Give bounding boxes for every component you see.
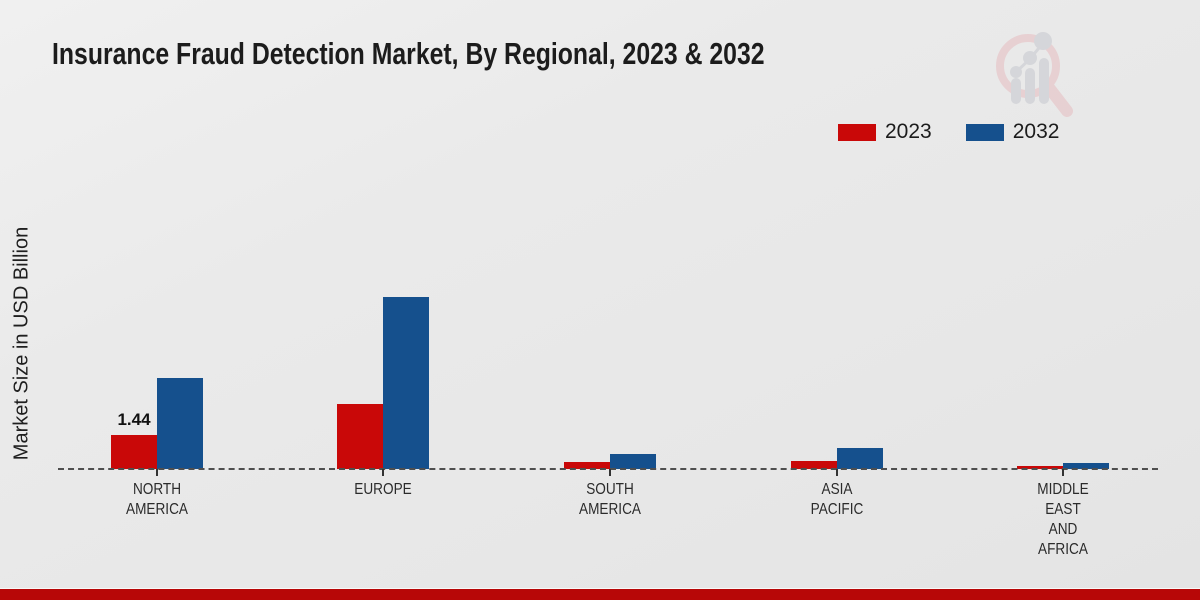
category-label-europe: EUROPE [354,481,412,498]
magnifier-logo-watermark [994,28,1082,133]
bar-2023-north-america [111,435,157,469]
bar-2032-europe [383,297,429,469]
category-label-north-america: NORTH AMERICA [126,481,188,518]
legend-label: 2032 [1012,120,1060,143]
bar-tall-icon [1039,58,1049,104]
x-axis-baseline [58,468,1158,470]
bar-2032-middle-east-and-africa [1063,463,1109,469]
bar-2023-south-america [564,462,610,469]
bar-2032-asia-pacific [837,448,883,469]
trend-dot-icon [1023,51,1037,65]
x-axis-tick [836,469,838,476]
x-axis-tick [609,469,611,476]
magnifier-handle-icon [1044,83,1073,117]
bar-2032-north-america [157,378,203,469]
category-label-middle-east-and-africa: MIDDLE EAST AND AFRICA [1037,481,1089,558]
x-axis-tick [1062,469,1064,476]
x-axis-tick [382,469,384,476]
legend-swatch-2032 [965,123,1004,141]
footer-accent-strip [0,588,1200,600]
category-label-asia-pacific: ASIA PACIFIC [810,481,864,518]
legend-swatch-2023 [838,123,876,141]
bar-2023-asia-pacific [791,461,837,469]
bar-2023-europe [337,404,383,469]
bar-2023-middle-east-and-africa [1017,466,1063,469]
legend: 2023 2032 [838,120,1059,144]
trend-dot-icon [1010,66,1022,78]
bar-medium-icon [1025,68,1035,104]
bar-small-icon [1011,78,1021,104]
trend-dot-icon [1034,32,1052,50]
x-axis-tick [156,469,158,476]
legend-label: 2023 [885,120,932,143]
category-label-south-america: SOUTH AMERICA [579,481,641,518]
bar-2032-south-america [610,454,656,469]
bar-value-label: 1.44 [117,410,151,429]
chart-title: Insurance Fraud Detection Market, By Reg… [52,36,765,71]
legend-item-2032: 2032 [965,120,1060,144]
legend-item-2023: 2023 [838,120,932,144]
